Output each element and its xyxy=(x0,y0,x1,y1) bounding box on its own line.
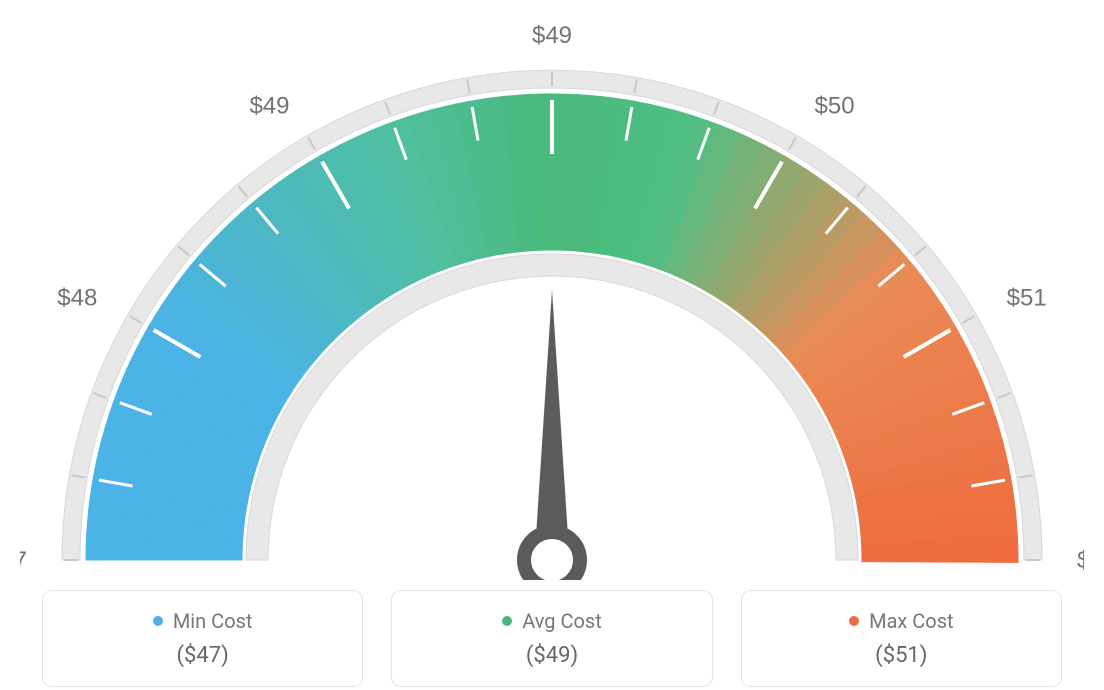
gauge-tick-label: $51 xyxy=(1007,285,1047,312)
gauge-tick-label: $49 xyxy=(249,92,289,119)
legend-row: Min Cost ($47) Avg Cost ($49) Max Cost (… xyxy=(42,590,1062,687)
legend-label-min: Min Cost xyxy=(173,609,253,633)
legend-card-min: Min Cost ($47) xyxy=(42,590,363,687)
legend-top: Max Cost xyxy=(849,609,954,633)
gauge-chart: $47 $48 $49 $49 $50 $51 $51 xyxy=(20,20,1084,580)
legend-value-min: ($47) xyxy=(177,643,229,668)
legend-top: Avg Cost xyxy=(502,609,602,633)
legend-dot-max xyxy=(849,616,859,626)
gauge-tick-label: $47 xyxy=(20,547,27,574)
legend-value-max: ($51) xyxy=(875,643,927,668)
gauge-needle xyxy=(534,290,569,563)
gauge-tick-label: $48 xyxy=(57,285,97,312)
gauge-tick-label: $49 xyxy=(532,22,572,49)
legend-card-avg: Avg Cost ($49) xyxy=(391,590,712,687)
legend-value-avg: ($49) xyxy=(526,643,578,668)
legend-dot-min xyxy=(153,616,163,626)
gauge-needle-hub xyxy=(524,532,580,580)
gauge-tick-label: $51 xyxy=(1077,547,1084,574)
legend-card-max: Max Cost ($51) xyxy=(741,590,1062,687)
gauge-tick-label: $50 xyxy=(815,92,855,119)
legend-top: Min Cost xyxy=(153,609,253,633)
legend-dot-avg xyxy=(502,616,512,626)
legend-label-max: Max Cost xyxy=(869,609,954,633)
legend-label-avg: Avg Cost xyxy=(522,609,602,633)
chart-container: $47 $48 $49 $49 $50 $51 $51 Min Cost ($47) Avg… xyxy=(0,0,1104,690)
